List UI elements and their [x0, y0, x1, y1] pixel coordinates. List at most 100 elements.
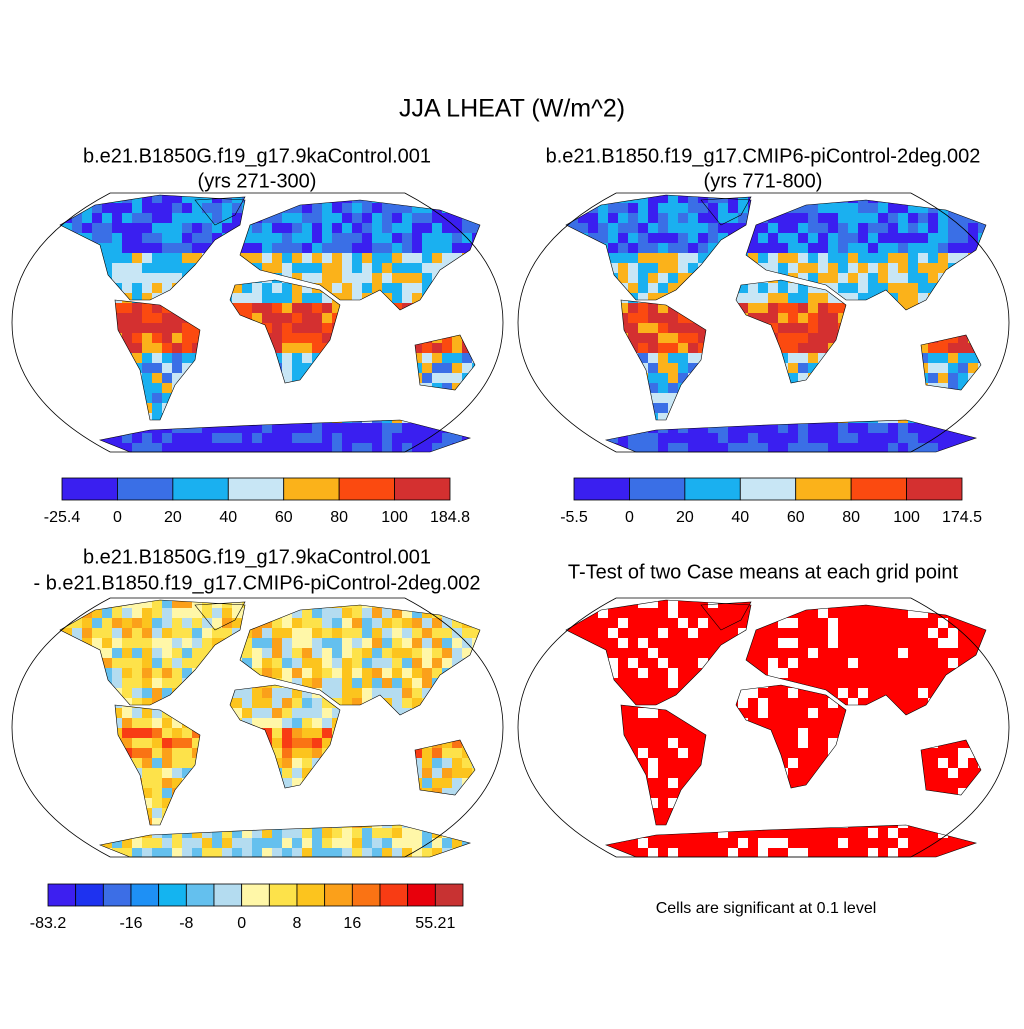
grid-cell [112, 263, 122, 273]
grid-cell [372, 828, 382, 838]
grid-cell [888, 273, 898, 283]
grid-cell [838, 748, 848, 758]
grid-cell [142, 708, 152, 718]
grid-cell [648, 678, 658, 688]
grid-cell [768, 383, 778, 393]
grid-cell [182, 233, 192, 243]
grid-cell [472, 323, 482, 333]
grid-cell [272, 748, 282, 758]
grid-cell [422, 648, 432, 658]
grid-cell [768, 203, 778, 213]
grid-cell [898, 223, 908, 233]
grid-cell [42, 828, 52, 838]
grid-cell [102, 618, 112, 628]
grid-cell [212, 808, 222, 818]
grid-cell [422, 243, 432, 253]
grid-cell [92, 223, 102, 233]
grid-cell [62, 718, 72, 728]
grid-cell [698, 373, 708, 383]
grid-cell [648, 303, 658, 313]
grid-cell [868, 443, 878, 453]
grid-cell [768, 413, 778, 423]
grid-cell [838, 778, 848, 788]
grid-cell [262, 608, 272, 618]
grid-cell [12, 433, 22, 443]
grid-cell [698, 608, 708, 618]
grid-cell [62, 648, 72, 658]
colorbar-label: -25.4 [44, 509, 81, 526]
grid-cell [808, 443, 818, 453]
grid-cell [122, 618, 132, 628]
grid-cell [898, 778, 908, 788]
grid-cell [72, 383, 82, 393]
grid-cell [658, 443, 668, 453]
grid-cell [242, 353, 252, 363]
grid-cell [12, 203, 22, 213]
grid-cell [938, 598, 948, 608]
grid-cell [738, 333, 748, 343]
grid-cell [312, 343, 322, 353]
grid-cell [162, 608, 172, 618]
grid-cell [162, 668, 172, 678]
grid-cell [758, 203, 768, 213]
grid-cell [102, 808, 112, 818]
grid-cell [22, 728, 32, 738]
grid-cell [948, 688, 958, 698]
grid-cell [182, 748, 192, 758]
grid-cell [558, 293, 568, 303]
grid-cell [688, 718, 698, 728]
grid-cell [578, 738, 588, 748]
grid-cell [558, 213, 568, 223]
grid-cell [898, 393, 908, 403]
grid-cell [878, 778, 888, 788]
grid-cell [132, 393, 142, 403]
grid-cell [558, 233, 568, 243]
grid-cell [272, 608, 282, 618]
grid-cell [412, 668, 422, 678]
grid-cell [538, 638, 548, 648]
grid-cell [282, 708, 292, 718]
grid-cell [142, 618, 152, 628]
grid-cell [272, 303, 282, 313]
grid-cell [442, 798, 452, 808]
grid-cell [12, 253, 22, 263]
grid-cell [82, 818, 92, 828]
grid-cell [472, 313, 482, 323]
grid-cell [332, 808, 342, 818]
grid-cell [538, 778, 548, 788]
grid-cell [132, 748, 142, 758]
grid-cell [232, 768, 242, 778]
grid-cell [798, 658, 808, 668]
grid-cell [312, 293, 322, 303]
grid-cell [502, 758, 512, 768]
grid-cell [748, 263, 758, 273]
grid-cell [758, 323, 768, 333]
grid-cell [948, 618, 958, 628]
grid-cell [312, 273, 322, 283]
land-cells [12, 193, 512, 453]
grid-cell [352, 273, 362, 283]
grid-cell [42, 678, 52, 688]
grid-cell [758, 708, 768, 718]
grid-cell [728, 383, 738, 393]
grid-cell [192, 648, 202, 658]
grid-cell [502, 768, 512, 778]
grid-cell [718, 688, 728, 698]
grid-cell [518, 658, 528, 668]
grid-cell [898, 323, 908, 333]
grid-cell [172, 818, 182, 828]
grid-cell [578, 263, 588, 273]
grid-cell [648, 233, 658, 243]
grid-cell [708, 608, 718, 618]
grid-cell [848, 323, 858, 333]
grid-cell [12, 443, 22, 453]
grid-cell [482, 808, 492, 818]
grid-cell [938, 293, 948, 303]
grid-cell [878, 243, 888, 253]
grid-cell [422, 778, 432, 788]
grid-cell [492, 618, 502, 628]
colorbar-box [117, 478, 172, 500]
grid-cell [282, 688, 292, 698]
grid-cell [362, 758, 372, 768]
colorbar-label: 80 [842, 509, 860, 526]
